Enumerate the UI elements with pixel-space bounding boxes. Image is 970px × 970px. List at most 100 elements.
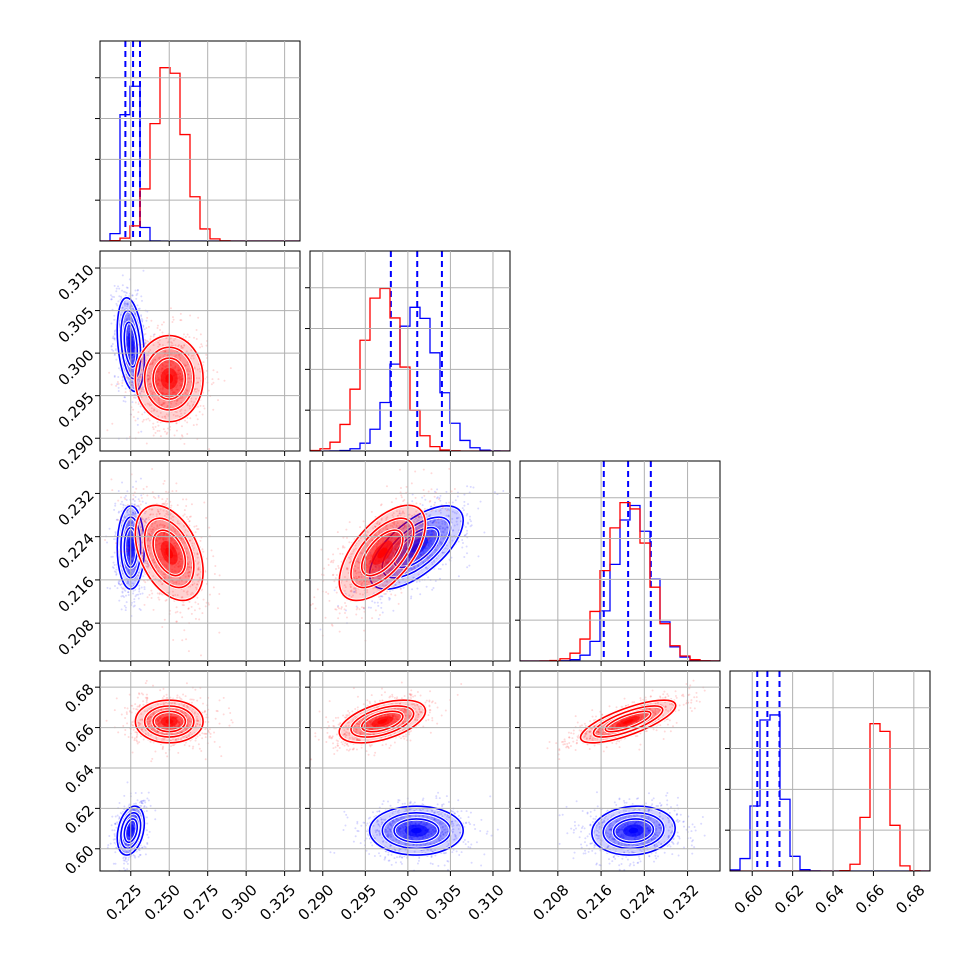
scatter-point [164, 576, 167, 579]
scatter-point [419, 593, 422, 596]
scatter-point [176, 504, 179, 507]
scatter-point [164, 537, 167, 540]
scatter-point [114, 502, 117, 505]
scatter-point [197, 527, 200, 530]
scatter-point [179, 356, 182, 359]
scatter-point [141, 541, 144, 544]
scatter-point [131, 531, 134, 534]
scatter-point [427, 576, 430, 579]
scatter-point [140, 388, 143, 391]
scatter-point [122, 349, 125, 352]
scatter-point [418, 580, 421, 583]
scatter-point [466, 513, 469, 516]
scatter-point [133, 554, 136, 557]
scatter-point [106, 586, 109, 589]
scatter-point [120, 533, 123, 536]
scatter-point [188, 566, 191, 569]
scatter-point [199, 346, 202, 349]
scatter-point [180, 378, 183, 381]
scatter-point [180, 596, 183, 599]
scatter-point [461, 538, 464, 541]
scatter-point [178, 374, 181, 377]
scatter-point [412, 566, 415, 569]
scatter-point [205, 516, 208, 519]
scatter-point [120, 582, 123, 585]
scatter-point [174, 344, 177, 347]
scatter-point [429, 536, 432, 539]
scatter-point [187, 568, 190, 571]
scatter-point [188, 561, 191, 564]
scatter-point [151, 392, 154, 395]
scatter-point [180, 538, 183, 541]
scatter-point [149, 552, 152, 555]
scatter-point [183, 344, 186, 347]
scatter-point [113, 333, 116, 336]
scatter-point [133, 552, 136, 555]
scatter-point [423, 494, 426, 497]
scatter-point [147, 544, 150, 547]
scatter-point [180, 345, 183, 348]
scatter-point [166, 404, 169, 407]
scatter-point [132, 485, 135, 488]
scatter-point [199, 404, 202, 407]
scatter-point [456, 523, 459, 526]
scatter-point [166, 533, 169, 536]
scatter-point [330, 623, 333, 626]
y-tick-label: 0.310 [55, 261, 98, 304]
scatter-point [115, 542, 118, 545]
scatter-point [126, 568, 129, 571]
scatter-point [463, 534, 466, 537]
scatter-point [140, 516, 143, 519]
scatter-point [147, 532, 150, 535]
scatter-point [377, 617, 380, 620]
scatter-point [138, 307, 141, 310]
scatter-point [176, 384, 179, 387]
scatter-point [148, 508, 151, 511]
scatter-point [423, 540, 426, 543]
scatter-point [119, 583, 122, 586]
scatter-point [174, 532, 177, 535]
scatter-point [185, 638, 188, 641]
scatter-point [157, 496, 160, 499]
scatter-point [132, 497, 135, 500]
scatter-point [138, 505, 141, 508]
scatter-point [165, 512, 168, 515]
scatter-point [465, 545, 468, 548]
scatter-point [127, 594, 130, 597]
scatter-point [125, 545, 128, 548]
scatter-point [207, 389, 210, 392]
panel-frame [99, 250, 301, 452]
scatter-point [429, 520, 432, 523]
scatter-point [127, 315, 130, 318]
scatter-point [155, 381, 158, 384]
scatter-point [141, 517, 144, 520]
scatter-point [420, 534, 423, 537]
scatter-point [175, 399, 178, 402]
scatter-point [159, 384, 162, 387]
scatter-point [181, 562, 184, 565]
scatter-point [176, 562, 179, 565]
scatter-point [132, 359, 135, 362]
scatter-point [148, 371, 151, 374]
scatter-point [469, 485, 472, 488]
scatter-point [203, 501, 206, 504]
scatter-point [344, 609, 347, 612]
scatter-point [180, 434, 183, 437]
scatter-point [125, 594, 128, 597]
scatter-point [157, 357, 160, 360]
scatter-point [187, 650, 190, 653]
scatter-point [158, 379, 161, 382]
scatter-point [420, 553, 423, 556]
scatter-point [127, 569, 130, 572]
scatter-point [425, 513, 428, 516]
scatter-point [194, 382, 197, 385]
scatter-point [188, 520, 191, 523]
scatter-point [131, 307, 134, 310]
scatter-point [138, 590, 141, 593]
scatter-point [128, 519, 131, 522]
scatter-point [140, 343, 143, 346]
scatter-point [170, 564, 173, 567]
scatter-point [188, 539, 191, 542]
scatter-point [175, 543, 178, 546]
scatter-point [132, 337, 135, 340]
